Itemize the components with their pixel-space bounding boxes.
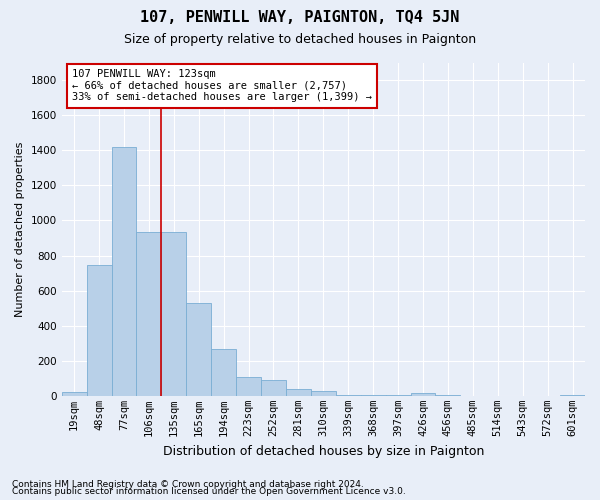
Text: Size of property relative to detached houses in Paignton: Size of property relative to detached ho…: [124, 32, 476, 46]
Bar: [211, 350, 236, 396]
Bar: [86, 265, 112, 396]
Text: 107 PENWILL WAY: 123sqm
← 66% of detached houses are smaller (2,757)
33% of semi: 107 PENWILL WAY: 123sqm ← 66% of detache…: [72, 69, 372, 102]
Bar: [311, 391, 336, 396]
Bar: [286, 389, 311, 396]
Bar: [560, 395, 585, 396]
X-axis label: Distribution of detached houses by size in Paignton: Distribution of detached houses by size …: [163, 444, 484, 458]
Bar: [186, 303, 211, 396]
Bar: [410, 394, 436, 396]
Bar: [336, 395, 361, 396]
Bar: [236, 378, 261, 396]
Bar: [161, 232, 186, 396]
Bar: [136, 232, 161, 396]
Bar: [361, 395, 386, 396]
Bar: [436, 395, 460, 396]
Bar: [261, 380, 286, 396]
Bar: [386, 395, 410, 396]
Bar: [62, 392, 86, 396]
Y-axis label: Number of detached properties: Number of detached properties: [15, 142, 25, 317]
Text: 107, PENWILL WAY, PAIGNTON, TQ4 5JN: 107, PENWILL WAY, PAIGNTON, TQ4 5JN: [140, 10, 460, 25]
Bar: [112, 146, 136, 396]
Text: Contains public sector information licensed under the Open Government Licence v3: Contains public sector information licen…: [12, 487, 406, 496]
Text: Contains HM Land Registry data © Crown copyright and database right 2024.: Contains HM Land Registry data © Crown c…: [12, 480, 364, 489]
